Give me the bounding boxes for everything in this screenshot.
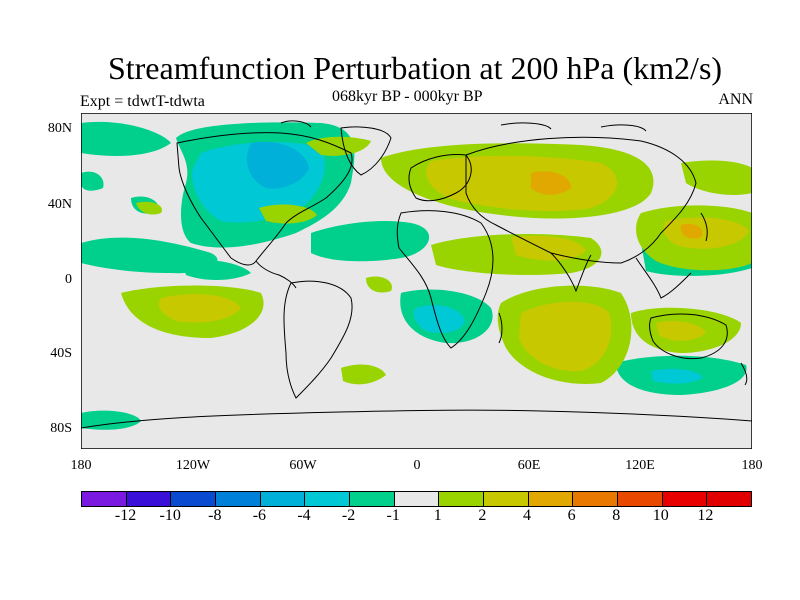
positive-anomaly-regions — [121, 136, 752, 385]
southeast-asia-coast — [635, 257, 692, 299]
colorbar-label: -8 — [208, 507, 222, 524]
south-atlantic-neg-core — [413, 305, 465, 333]
colorbar-label: -6 — [252, 507, 267, 524]
colorbar-label: -2 — [341, 507, 356, 524]
south-america-coast — [283, 280, 353, 399]
europe-coast — [408, 154, 472, 202]
colorbar-swatch — [439, 492, 485, 506]
colorbar-label: 12 — [697, 507, 714, 524]
y-tick-40s: 40S — [50, 346, 72, 361]
colorbar-label: 1 — [433, 507, 442, 524]
colorbar-swatch — [171, 492, 217, 506]
y-tick-40n: 40N — [47, 197, 72, 212]
asia-coast — [465, 136, 697, 264]
eurasia-pos-core — [426, 155, 618, 212]
colorbar-swatch — [305, 492, 351, 506]
japan-coast — [700, 212, 708, 242]
south-indian-pos-core — [519, 301, 612, 372]
arctic-islands — [280, 120, 647, 132]
colorbar-swatch — [394, 492, 440, 506]
colorbar-swatch — [216, 492, 261, 506]
tropical-pacific-neg — [181, 259, 251, 280]
south-pacific-pos-core — [158, 294, 241, 323]
colorbar-swatch — [707, 492, 752, 506]
australia-coast — [649, 313, 728, 360]
south-pacific-neg — [81, 410, 141, 430]
colorbar-label: -4 — [297, 507, 311, 524]
north-pacific-neg — [81, 171, 104, 191]
colorbar-swatch — [350, 492, 395, 506]
south-indian-neg-core — [651, 369, 703, 384]
x-tick-180e: 180 — [741, 458, 763, 473]
colorbar-swatch — [82, 492, 127, 506]
africa-coast — [396, 210, 494, 349]
canada-neg-core — [246, 141, 309, 189]
y-tick-80s: 80S — [50, 421, 72, 436]
x-tick-180w: 180 — [70, 458, 92, 473]
arctic-pos — [681, 160, 752, 195]
colorbar-label: 4 — [523, 507, 531, 524]
tropical-atlantic-pos — [366, 276, 392, 293]
period-label: 068kyr BP - 000kyr BP — [332, 88, 483, 105]
x-tick-60w: 60W — [289, 458, 317, 473]
colorbar-label: 10 — [652, 507, 669, 524]
colorbar-label: 2 — [478, 507, 487, 524]
coastlines — [81, 120, 752, 429]
central-america-coast — [255, 260, 297, 289]
y-tick-0: 0 — [65, 272, 72, 287]
atlantic-neg-band — [311, 221, 430, 262]
north-pacific-pos — [136, 201, 162, 215]
colorbar-swatch — [484, 492, 529, 506]
y-tick-80n: 80N — [47, 121, 72, 136]
season-label: ANN — [718, 91, 753, 108]
north-america-coast — [176, 132, 353, 266]
colorbar-label: -10 — [159, 507, 181, 524]
map-panel — [81, 113, 752, 449]
colorbar-label: -12 — [114, 507, 137, 524]
colorbar-swatch — [662, 492, 708, 506]
x-tick-120w: 120W — [175, 458, 211, 473]
x-tick-120e: 120E — [625, 458, 655, 473]
greenland-coast — [340, 126, 392, 176]
colorbar-swatch — [618, 492, 663, 506]
west-pacific-pos-peak — [680, 223, 703, 239]
experiment-label: Expt = tdwtT-tdwta — [80, 93, 205, 110]
arctic-neg-left — [81, 121, 171, 156]
india-coast — [550, 252, 592, 293]
colorbar-swatch — [126, 492, 172, 506]
x-tick-0: 0 — [413, 458, 421, 473]
new-zealand-coast — [740, 362, 748, 386]
chart-title: Streamfunction Perturbation at 200 hPa (… — [107, 50, 723, 86]
colorbar-label: -1 — [386, 507, 400, 524]
south-atlantic-pos — [341, 364, 386, 385]
colorbar — [81, 491, 752, 507]
map-svg — [81, 113, 752, 449]
north-atlantic-pos — [306, 136, 371, 156]
australia-pos-core — [656, 321, 706, 341]
antarctica-coast — [81, 409, 752, 429]
colorbar-label: 8 — [612, 507, 621, 524]
madagascar-coast — [498, 312, 503, 344]
colorbar-swatch — [528, 492, 574, 506]
colorbar-swatch — [573, 492, 619, 506]
siberia-pos-peak — [531, 171, 571, 195]
x-tick-60e: 60E — [517, 458, 541, 473]
gulf-pos — [259, 204, 317, 224]
colorbar-label: 6 — [567, 507, 576, 524]
colorbar-swatch — [260, 492, 306, 506]
